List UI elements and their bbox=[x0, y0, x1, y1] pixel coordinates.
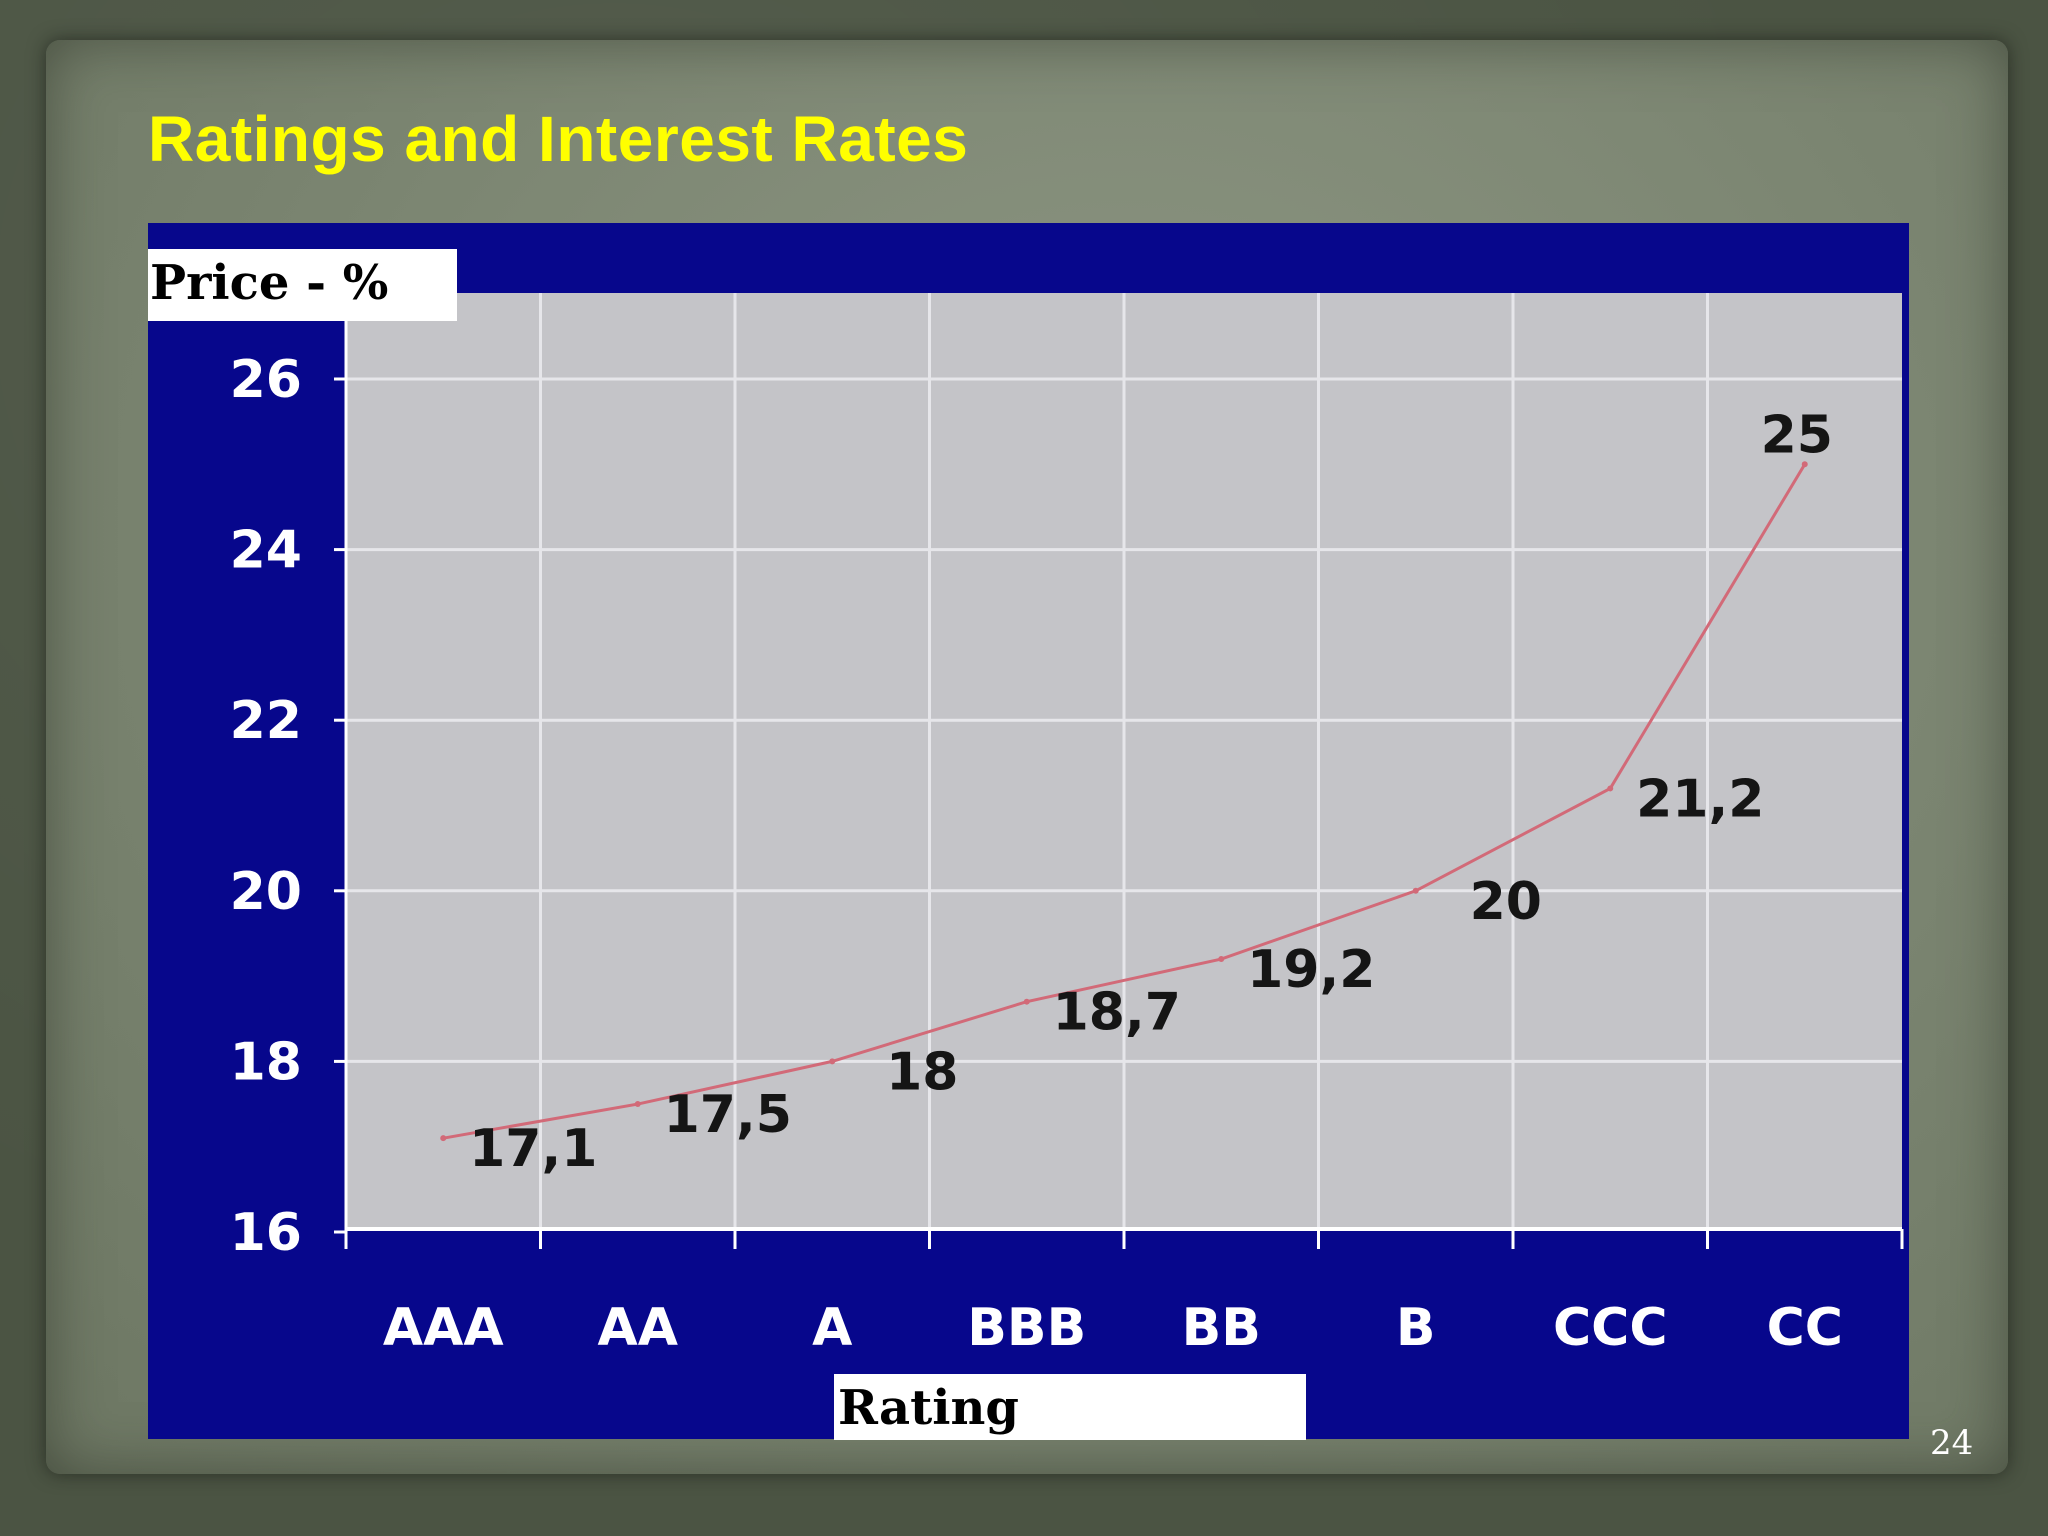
x-tick-label: A bbox=[812, 1298, 852, 1358]
slide-title: Ratings and Interest Rates bbox=[148, 103, 969, 175]
x-axis-title: Rating bbox=[838, 1380, 1019, 1436]
series-line bbox=[442, 463, 1807, 1140]
y-tick-label: 22 bbox=[230, 691, 302, 751]
y-axis-title: Price - % bbox=[150, 255, 388, 311]
y-tick-label: 18 bbox=[230, 1032, 302, 1092]
x-tick-label: BB bbox=[1182, 1298, 1261, 1358]
data-label: 17,1 bbox=[469, 1119, 597, 1179]
y-tick-label: 26 bbox=[230, 350, 302, 410]
data-label: 25 bbox=[1761, 405, 1833, 465]
data-points bbox=[440, 461, 1808, 1142]
data-point bbox=[1023, 998, 1030, 1005]
y-tick-label: 16 bbox=[230, 1203, 302, 1263]
x-tick-label: B bbox=[1396, 1298, 1436, 1358]
grid-lines bbox=[346, 293, 1902, 1229]
x-tick-label: CC bbox=[1767, 1298, 1843, 1358]
data-label: 17,5 bbox=[664, 1085, 792, 1145]
y-axis-title-box bbox=[148, 249, 457, 321]
data-label: 18 bbox=[886, 1042, 958, 1102]
axes bbox=[334, 293, 1904, 1249]
data-point bbox=[1607, 785, 1614, 792]
y-tick-label: 20 bbox=[230, 862, 302, 922]
data-labels: 17,1 17,5 18 18,7 19,2 20 21,2 25 bbox=[469, 405, 1833, 1179]
data-point bbox=[1412, 887, 1419, 894]
x-tick-label: CCC bbox=[1553, 1298, 1668, 1358]
data-label: 19,2 bbox=[1247, 940, 1375, 1000]
y-tick-labels: 16 18 20 22 24 26 bbox=[230, 350, 302, 1263]
x-tick-label: AA bbox=[598, 1298, 679, 1358]
data-point bbox=[634, 1101, 641, 1108]
y-tick-label: 24 bbox=[230, 521, 302, 581]
data-label: 20 bbox=[1470, 872, 1542, 932]
page-number: 24 bbox=[1930, 1423, 1974, 1463]
x-tick-label: BBB bbox=[967, 1298, 1086, 1358]
x-axis-title-box bbox=[834, 1374, 1306, 1440]
data-label: 18,7 bbox=[1053, 983, 1181, 1043]
data-point bbox=[829, 1058, 836, 1065]
data-label: 21,2 bbox=[1636, 769, 1764, 829]
data-point bbox=[1218, 956, 1225, 963]
data-point bbox=[1801, 461, 1808, 468]
x-tick-labels: AAA AA A BBB BB B CCC CC bbox=[383, 1298, 1843, 1358]
data-point bbox=[440, 1135, 447, 1142]
x-tick-label: AAA bbox=[383, 1298, 504, 1358]
